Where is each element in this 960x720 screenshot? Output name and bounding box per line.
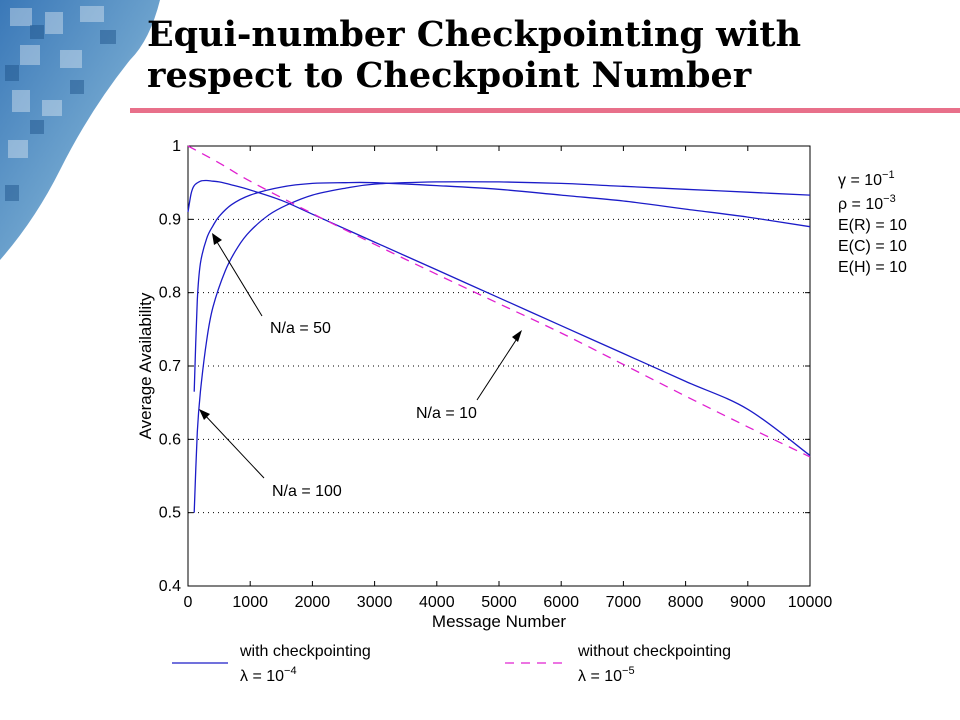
x-tick-label: 6000 <box>543 594 579 611</box>
x-tick-label: 4000 <box>419 594 455 611</box>
param-ec: E(C) = 10 <box>838 238 907 255</box>
x-axis-title: Message Number <box>432 612 567 631</box>
x-tick-label: 1000 <box>232 594 268 611</box>
series-line-n-a-10 <box>187 179 811 457</box>
annotation-n100-arrowhead <box>199 409 210 420</box>
y-axis-title: Average Availability <box>136 292 155 439</box>
param-eh: E(H) = 10 <box>838 259 907 276</box>
param-er: E(R) = 10 <box>838 217 907 234</box>
series-line-n-a-100 <box>193 181 811 513</box>
annotation-n10-arrowhead <box>512 330 522 342</box>
legend: with checkpointing λ = 10−4 without chec… <box>172 643 731 685</box>
legend-without-lambda: λ = 10−5 <box>578 665 635 685</box>
x-tick-label: 10000 <box>788 594 833 611</box>
param-rho-exp: −3 <box>883 193 896 205</box>
annotation-n100: N/a = 100 <box>199 409 342 500</box>
param-gamma: γ = 10−1 <box>838 169 895 189</box>
y-tick-label: 0.9 <box>159 211 181 228</box>
annotation-n10-arrow <box>476 333 521 401</box>
annotation-n50-arrowhead <box>212 233 222 245</box>
annotation-n100-label: N/a = 100 <box>272 483 342 500</box>
slide-title: Equi-number Checkpointing with respect t… <box>147 14 947 96</box>
photo-collage-decoration <box>0 0 160 260</box>
collage-tiles-dark <box>5 25 116 201</box>
param-rho: ρ = 10−3 <box>838 193 896 213</box>
annotation-n50: N/a = 50 <box>212 233 331 337</box>
y-tick-label: 0.5 <box>159 505 181 522</box>
x-tick-label: 3000 <box>357 594 393 611</box>
y-tick-label: 0.7 <box>159 358 181 375</box>
y-tick-label: 1 <box>172 138 181 155</box>
annotation-n50-label: N/a = 50 <box>270 320 331 337</box>
annotation-n10-label: N/a = 10 <box>416 405 477 422</box>
title-accent-bar <box>130 108 960 113</box>
parameter-list: γ = 10−1 ρ = 10−3 E(R) = 10 E(C) = 10 E(… <box>838 169 907 276</box>
annotation-n10: N/a = 10 <box>416 330 522 422</box>
series-layer <box>187 145 811 513</box>
x-tick-label: 7000 <box>606 594 642 611</box>
y-tick-label: 0.6 <box>159 431 181 448</box>
series-line-n-a-50 <box>193 181 811 392</box>
legend-with-lambda: λ = 10−4 <box>240 665 297 685</box>
param-rho-base: 10 <box>865 196 883 213</box>
legend-with-lambda-exp: −4 <box>284 665 297 677</box>
series-line-without-checkpointing <box>187 145 811 458</box>
x-tick-label: 9000 <box>730 594 766 611</box>
y-tick-label: 0.4 <box>159 578 181 595</box>
y-tick-label: 0.8 <box>159 285 181 302</box>
slide-title-line-1: Equi-number Checkpointing with <box>147 14 802 55</box>
slide-title-line-2: respect to Checkpoint Number <box>147 55 752 96</box>
x-tick-label: 5000 <box>481 594 517 611</box>
param-gamma-exp: −1 <box>882 169 895 181</box>
x-tick-label: 8000 <box>668 594 704 611</box>
annotation-n100-arrow <box>201 411 265 479</box>
param-gamma-base: 10 <box>864 172 882 189</box>
annotation-n50-arrow <box>213 236 263 317</box>
x-tick-label: 0 <box>184 594 193 611</box>
x-tick-label: 2000 <box>295 594 331 611</box>
axis-ticks: 0.4 0.5 0.6 0.7 0.8 0.9 1 0 1000 2000 3000 4000 5000… <box>159 138 833 611</box>
legend-without-label: without checkpointing <box>577 643 731 660</box>
legend-without-lambda-exp: −5 <box>622 665 635 677</box>
collage-tiles <box>8 6 104 158</box>
legend-with-label: with checkpointing <box>239 643 371 660</box>
